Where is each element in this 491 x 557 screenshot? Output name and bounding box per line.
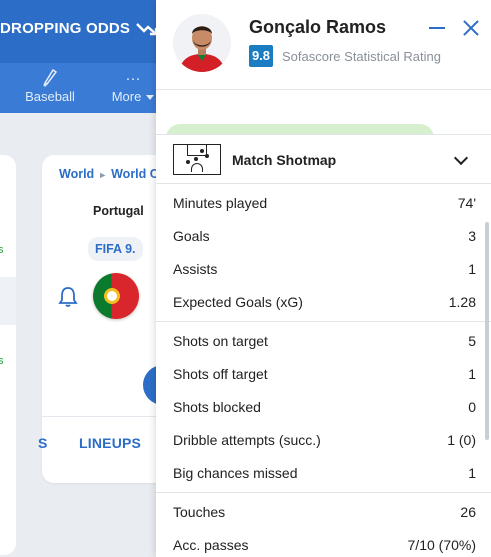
tab-partial[interactable]: S [38,435,48,451]
dropping-odds-label: DROPPING ODDS [0,20,131,37]
fifa-ranking-badge: FIFA 9. [88,237,143,261]
trending-down-icon [136,22,158,35]
stat-label: Acc. passes [173,537,249,553]
stat-value: 5 [468,333,476,349]
more-dots-icon: ··· [125,70,141,87]
player-name: Gonçalo Ramos [249,17,387,37]
stat-label: Shots off target [173,366,268,382]
stat-row: Shots on target 5 [156,324,491,357]
stat-row: Acc. passes 7/10 (70%) [156,528,491,557]
stat-label: Minutes played [173,195,268,211]
rating-badge: 9.8 [249,45,273,67]
breadcrumb-world[interactable]: World [59,167,95,181]
stat-row: Touches 26 [156,495,491,528]
shotmap-toggle[interactable]: Match Shotmap [156,134,491,184]
stat-row: Big chances missed 1 [156,456,491,489]
stat-label: Big chances missed [173,465,298,481]
divider [42,416,182,417]
stat-value: 1.28 [448,294,476,310]
stats-list: Minutes played 74' Goals 3 Assists 1 Expect… [156,184,491,557]
stat-value: 26 [460,504,476,520]
stat-row: Goals 3 [156,219,491,252]
stat-row: Shots blocked 0 [156,390,491,423]
goal-indicator: s [0,244,4,256]
nav-item-label: More [112,89,155,104]
chevron-right-icon: ► [98,170,108,180]
player-panel: Gonçalo Ramos 9.8 Sofascore Statistical … [156,0,491,557]
stat-value: 74' [457,195,476,211]
player-avatar [173,14,231,72]
breadcrumb-tournament[interactable]: World Cu [111,167,167,181]
stat-value: 3 [468,228,476,244]
nav-item-more[interactable]: ··· More [106,69,160,104]
dropping-odds-link[interactable]: DROPPING ODDS [0,20,158,37]
stat-row: Assists 1 [156,252,491,285]
stat-label: Shots on target [173,333,268,349]
stats-group: Shots on target 5 Shots off target 1 Shots… [156,322,491,493]
left-card: s s [0,155,16,555]
stat-value: 1 (0) [447,432,476,448]
baseball-bat-icon [24,68,76,89]
rating-label: Sofascore Statistical Rating [282,49,441,64]
portugal-flag-icon[interactable] [93,273,139,319]
stats-group: Minutes played 74' Goals 3 Assists 1 Expect… [156,184,491,322]
player-header: Gonçalo Ramos 9.8 Sofascore Statistical … [156,0,491,90]
stat-value: 1 [468,261,476,277]
stat-value: 7/10 (70%) [407,537,476,553]
tab-lineups[interactable]: LINEUPS [79,435,142,451]
minimize-icon[interactable] [426,17,448,39]
stat-label: Assists [173,261,218,277]
selected-row[interactable] [0,277,16,325]
stat-label: Touches [173,504,226,520]
stat-label: Shots blocked [173,399,261,415]
stat-row: Shots off target 1 [156,357,491,390]
home-team-name[interactable]: Portugal [93,204,144,218]
stat-value: 1 [468,465,476,481]
stat-value: 1 [468,366,476,382]
stat-value: 0 [468,399,476,415]
nav-item-label: Baseball [25,89,75,104]
stat-label: Dribble attempts (succ.) [173,432,321,448]
stat-label: Goals [173,228,210,244]
close-icon[interactable] [459,16,483,40]
pitch-icon [173,144,221,175]
stat-row: Minutes played 74' [156,186,491,219]
stats-group: Touches 26 Acc. passes 7/10 (70%) [156,493,491,557]
stat-row: Dribble attempts (succ.) 1 (0) [156,423,491,456]
chevron-down-icon [453,150,469,166]
stat-row: Expected Goals (xG) 1.28 [156,285,491,318]
bell-icon[interactable] [58,286,78,308]
breadcrumb: World ► World Cu [59,167,166,181]
stat-label: Expected Goals (xG) [173,294,303,310]
shotmap-title: Match Shotmap [232,152,337,168]
panel-scrollbar[interactable] [485,222,489,440]
nav-item-baseball[interactable]: Baseball [24,68,76,104]
goal-indicator: s [0,355,4,367]
